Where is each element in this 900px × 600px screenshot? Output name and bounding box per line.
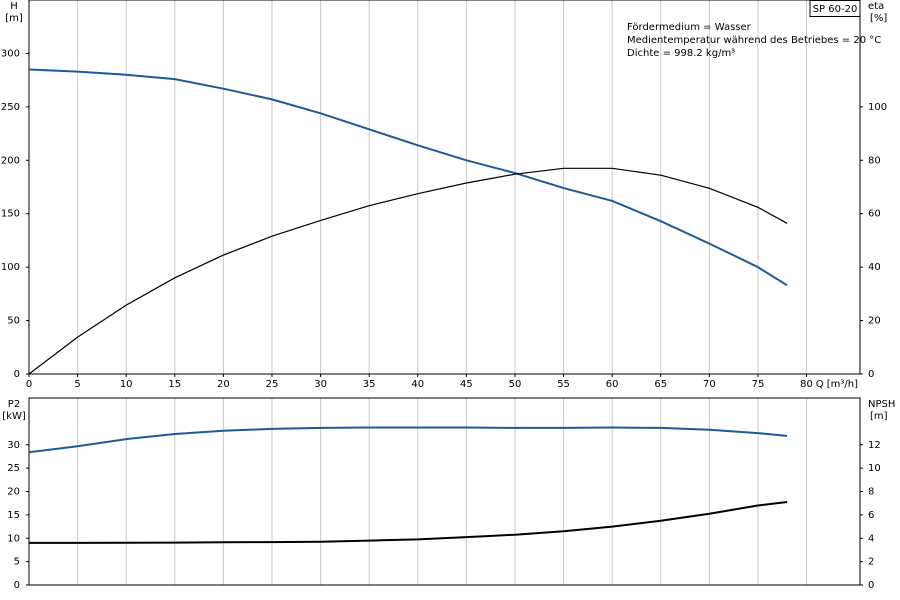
y-unit: [kW] [2,411,26,422]
y2-label: NPSH [868,399,895,410]
y-tick-label: 30 [7,440,20,451]
y-tick-label: 20 [7,487,20,498]
y-tick-label: 250 [1,102,20,113]
y2-tick-label: 20 [868,316,881,327]
note: Dichte = 998.2 kg/m³ [627,48,735,59]
y2-tick-label: 4 [868,533,874,544]
pump-box [809,0,861,17]
y2-tick-label: 40 [868,262,881,273]
y-label: P2 [8,399,20,410]
y-tick-label: 25 [7,463,20,474]
y2-tick-label: 0 [868,369,874,380]
y-tick-label: 150 [1,209,20,220]
y2-tick-label: 8 [868,487,874,498]
y2-tick-label: 10 [868,463,881,474]
y-tick-label: 0 [14,580,20,591]
y-unit: [m] [5,13,23,24]
y-tick-label: 200 [1,155,20,166]
y-tick-label: 0 [14,369,20,380]
x-tick-label: 20 [217,379,230,390]
pump-name: SP 60-20 [813,4,858,15]
y-label: H [10,1,18,12]
plot-frame [28,397,861,586]
y-tick-label: 300 [1,48,20,59]
x-tick-label: 25 [266,379,279,390]
note: Fördermedium = Wasser [627,22,752,33]
note: Medientemperatur während des Betriebes =… [627,35,881,46]
y-tick-label: 100 [1,262,20,273]
y-tick-label: 50 [7,316,20,327]
y2-unit: [m] [870,411,888,422]
y2-tick-label: 100 [868,102,887,113]
x-tick-label: 65 [654,379,667,390]
x-tick-label: 30 [314,379,327,390]
x-tick-label: 35 [363,379,376,390]
curve [28,167,788,375]
x-tick-label: 45 [460,379,473,390]
curve [29,501,788,544]
x-tick-label: 15 [168,379,181,390]
plot-frame [28,0,861,375]
y-tick-label: 15 [7,510,20,521]
x-label: Q [m³/h] [816,379,858,390]
x-tick-label: 80 [800,379,813,390]
x-tick-label: 10 [120,379,133,390]
x-tick-label: 75 [752,379,765,390]
x-tick-label: 70 [703,379,716,390]
y2-label: eta [868,1,884,12]
y2-tick-label: 0 [868,580,874,591]
x-tick-label: 60 [606,379,619,390]
x-tick-label: 40 [411,379,424,390]
y2-tick-label: 60 [868,209,881,220]
curve [28,426,788,454]
y2-tick-label: 80 [868,155,881,166]
y-tick-label: 10 [7,533,20,544]
y2-tick-label: 12 [868,440,881,451]
x-tick-label: 50 [509,379,522,390]
y2-tick-label: 2 [868,557,874,568]
x-tick-label: 55 [557,379,570,390]
y2-unit: [%] [870,13,887,24]
x-tick-label: 5 [74,379,80,390]
y2-tick-label: 6 [868,510,874,521]
curve [28,68,788,287]
y-tick-label: 5 [14,557,20,568]
x-tick-label: 0 [26,379,32,390]
